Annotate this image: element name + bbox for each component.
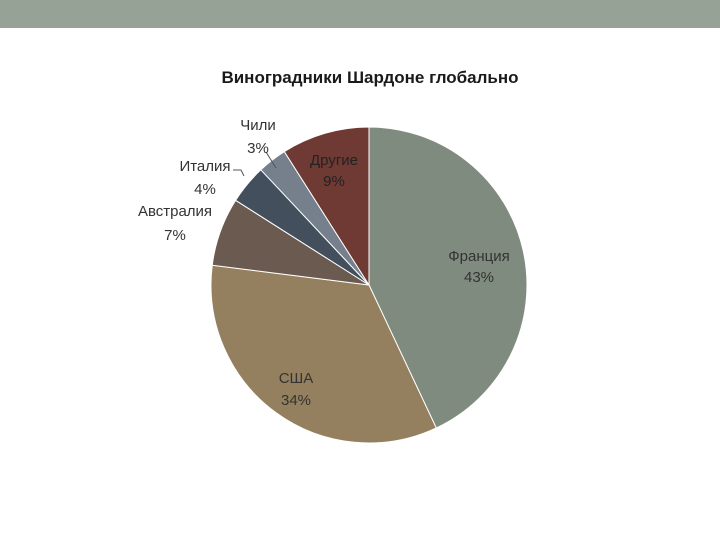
slice-label-usa: США (279, 370, 314, 387)
slice-label-chile: Чили (240, 117, 276, 134)
slice-value-usa: 34% (281, 392, 311, 409)
slice-value-australia: 7% (164, 227, 186, 244)
pie-slice-france (368, 126, 528, 429)
slice-label-australia: Австралия (138, 203, 212, 220)
slice-label-italy: Италия (179, 158, 230, 175)
chart-title: Виноградники Шардоне глобально (221, 68, 519, 87)
slice-label-france: Франция (448, 248, 509, 265)
slide-top-bar (0, 0, 720, 28)
pie-slice-others (283, 126, 370, 287)
slice-value-italy: 4% (194, 181, 216, 198)
slice-value-france: 43% (464, 269, 494, 286)
leader-line-italy (233, 169, 245, 177)
slice-value-others: 9% (323, 173, 345, 190)
pie-slice-usa (210, 264, 437, 444)
slice-value-chile: 3% (247, 140, 269, 157)
slice-label-others: Другие (310, 152, 358, 169)
leader-line-chile (265, 151, 277, 169)
